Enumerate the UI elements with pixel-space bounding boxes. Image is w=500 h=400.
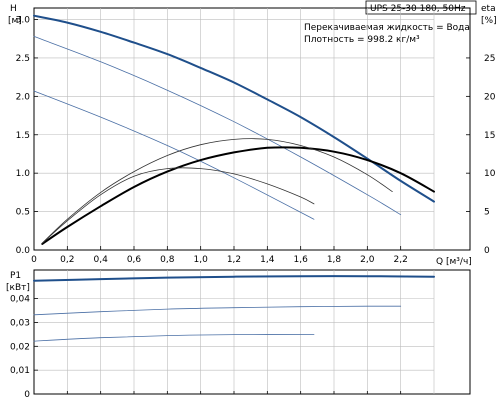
head-axis-label: H bbox=[10, 4, 17, 14]
x-tick-label: 1,0 bbox=[194, 255, 209, 265]
density-text: Плотность = 998.2 кг/м³ bbox=[304, 35, 420, 45]
x-tick-label: 0,6 bbox=[127, 255, 142, 265]
x-tick-label: 0,4 bbox=[94, 255, 109, 265]
power-axis-label: P1 bbox=[10, 271, 21, 281]
y-tick-label: 2.0 bbox=[16, 92, 31, 102]
y2-tick-label: 15 bbox=[484, 131, 495, 141]
chart-title: UPS 25-30 180, 50Hz bbox=[370, 4, 466, 14]
efficiency-curve-3 bbox=[41, 146, 435, 245]
eta-axis-label: eta bbox=[481, 4, 496, 14]
y-tick-label: 0.0 bbox=[16, 246, 31, 256]
y2-tick-label: 10 bbox=[484, 169, 496, 179]
power-plot-frame bbox=[33, 269, 471, 395]
x-tick-label: 2,2 bbox=[394, 255, 408, 265]
power-y-tick-label: 0 bbox=[24, 390, 30, 400]
x-tick-label: 1,2 bbox=[227, 255, 241, 265]
x-tick-label: 0,8 bbox=[160, 255, 175, 265]
medium-text: Перекачиваемая жидкость = Вода bbox=[304, 23, 470, 33]
power-curve-1 bbox=[33, 305, 402, 316]
power-y-tick-label: 0,03 bbox=[10, 318, 30, 328]
y2-tick-label: 5 bbox=[484, 208, 490, 218]
x-tick-label: 2,0 bbox=[360, 255, 375, 265]
power-y-tick-label: 0,01 bbox=[10, 366, 30, 376]
head-curve-0 bbox=[33, 14, 435, 203]
head-axis-unit: [м] bbox=[8, 16, 22, 26]
head-curve-1 bbox=[33, 36, 402, 216]
flow-axis-unit: [м³/ч] bbox=[446, 257, 472, 267]
power-y-tick-label: 0,04 bbox=[10, 295, 30, 305]
power-y-tick-label: 0,02 bbox=[10, 342, 30, 352]
y-tick-label: 0.5 bbox=[16, 208, 30, 218]
power-axis-unit: [кВт] bbox=[6, 283, 30, 293]
efficiency-curve-5 bbox=[41, 167, 315, 244]
x-tick-label: 1,4 bbox=[260, 255, 275, 265]
y2-tick-label: 20 bbox=[484, 92, 496, 102]
x-tick-label: 1,8 bbox=[327, 255, 342, 265]
head-plot-frame bbox=[33, 7, 471, 251]
efficiency-curve-4 bbox=[41, 138, 393, 244]
y2-tick-label: 0 bbox=[484, 246, 490, 256]
eta-axis-unit: [%] bbox=[481, 16, 497, 26]
y-tick-label: 1.5 bbox=[16, 131, 30, 141]
y-tick-label: 3.0 bbox=[16, 16, 31, 26]
y-tick-label: 1.0 bbox=[16, 169, 31, 179]
x-tick-label: 0,2 bbox=[60, 255, 74, 265]
power-curve-2 bbox=[33, 334, 315, 342]
power-curve-0 bbox=[33, 275, 435, 282]
x-tick-label: 1,6 bbox=[294, 255, 309, 265]
x-tick-label: 0 bbox=[31, 255, 37, 265]
y2-tick-label: 25 bbox=[484, 54, 495, 64]
y-tick-label: 2.5 bbox=[16, 54, 30, 64]
head-curve-2 bbox=[33, 90, 315, 220]
flow-axis-label: Q bbox=[436, 257, 443, 267]
